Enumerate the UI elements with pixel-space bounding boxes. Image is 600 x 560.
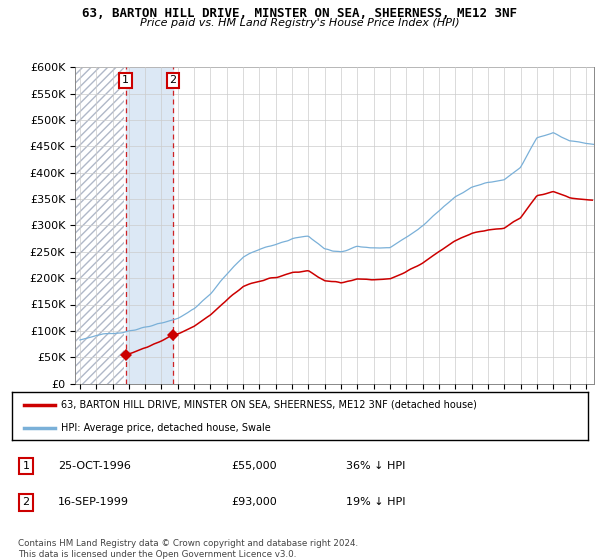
Text: Price paid vs. HM Land Registry's House Price Index (HPI): Price paid vs. HM Land Registry's House … — [140, 18, 460, 28]
Text: HPI: Average price, detached house, Swale: HPI: Average price, detached house, Swal… — [61, 423, 271, 433]
Text: £55,000: £55,000 — [231, 461, 277, 471]
Text: 1: 1 — [122, 76, 129, 85]
Text: 1: 1 — [22, 461, 29, 471]
Bar — [126, 67, 173, 384]
Text: 19% ↓ HPI: 19% ↓ HPI — [346, 497, 406, 507]
Text: £93,000: £93,000 — [231, 497, 277, 507]
Text: 25-OCT-1996: 25-OCT-1996 — [58, 461, 131, 471]
Text: 36% ↓ HPI: 36% ↓ HPI — [346, 461, 406, 471]
Text: 63, BARTON HILL DRIVE, MINSTER ON SEA, SHEERNESS, ME12 3NF (detached house): 63, BARTON HILL DRIVE, MINSTER ON SEA, S… — [61, 400, 477, 410]
Text: Contains HM Land Registry data © Crown copyright and database right 2024.
This d: Contains HM Land Registry data © Crown c… — [18, 539, 358, 559]
Text: 63, BARTON HILL DRIVE, MINSTER ON SEA, SHEERNESS, ME12 3NF: 63, BARTON HILL DRIVE, MINSTER ON SEA, S… — [83, 7, 517, 20]
Text: 16-SEP-1999: 16-SEP-1999 — [58, 497, 129, 507]
Text: 2: 2 — [22, 497, 29, 507]
Text: 2: 2 — [170, 76, 176, 85]
